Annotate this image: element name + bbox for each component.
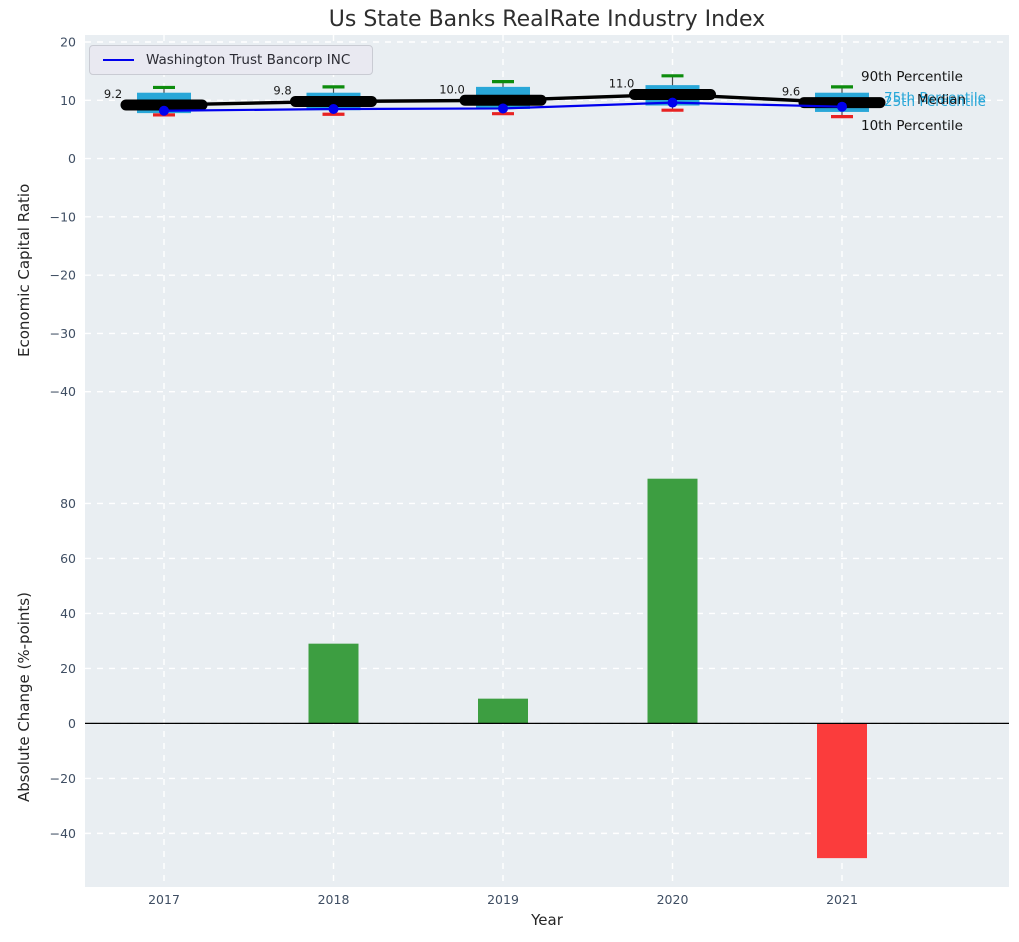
annotation-10th-percentile: 10th Percentile [861, 118, 963, 134]
median-value-label: 11.0 [609, 76, 635, 90]
x-axis-label: Year [531, 911, 563, 929]
bar-2018 [308, 643, 359, 724]
company-point-2021 [837, 101, 847, 112]
legend-label: Washington Trust Bancorp INC [146, 52, 351, 68]
top-y-tick-label: 0 [68, 151, 76, 166]
x-tick-label: 2018 [318, 892, 350, 907]
legend-line-swatch [103, 59, 134, 61]
chart-title: Us State Banks RealRate Industry Index [328, 7, 766, 32]
top-y-tick-label: 10 [60, 93, 76, 108]
annotation-75th-percentile: 75th Percentile [884, 90, 986, 106]
bar-2019 [478, 698, 528, 724]
company-point-2017 [159, 105, 169, 116]
median-value-label: 10.0 [439, 82, 465, 96]
top-y-axis-label: Economic Capital Ratio [15, 183, 33, 357]
legend: Washington Trust Bancorp INC [89, 45, 373, 75]
median-value-label: 9.8 [273, 83, 291, 97]
x-tick-label: 2019 [487, 892, 519, 907]
annotation-90th-percentile: 90th Percentile [861, 69, 963, 85]
bottom-y-tick-label: 80 [60, 496, 76, 511]
x-tick-label: 2021 [826, 892, 858, 907]
company-point-2018 [328, 104, 339, 115]
median-value-label: 9.2 [104, 87, 122, 101]
top-y-tick-label: −20 [50, 268, 76, 283]
company-point-2020 [667, 97, 678, 108]
top-y-tick-label: −10 [50, 209, 76, 224]
x-tick-label: 2017 [148, 892, 180, 907]
bar-2020 [647, 478, 698, 724]
annotation-25th-percentile: 25th Percentile [884, 94, 986, 110]
x-tick-label: 2020 [657, 892, 689, 907]
bottom-y-tick-label: −20 [50, 771, 76, 786]
bottom-y-tick-label: −40 [50, 826, 76, 841]
bottom-y-tick-label: 0 [68, 716, 76, 731]
top-y-tick-label: −40 [50, 384, 76, 399]
annotation-median: Median [917, 92, 967, 108]
company-point-2019 [498, 103, 508, 114]
bar-2021 [817, 723, 867, 859]
bottom-y-tick-label: 40 [60, 606, 76, 621]
bottom-y-axis-label: Absolute Change (%-points) [15, 592, 33, 802]
top-y-tick-label: 20 [60, 34, 76, 49]
top-y-tick-label: −30 [50, 326, 76, 341]
bottom-y-tick-label: 60 [60, 551, 76, 566]
bottom-y-tick-label: 20 [60, 661, 76, 676]
plot-background [85, 35, 1009, 887]
median-value-label: 9.6 [782, 85, 800, 99]
